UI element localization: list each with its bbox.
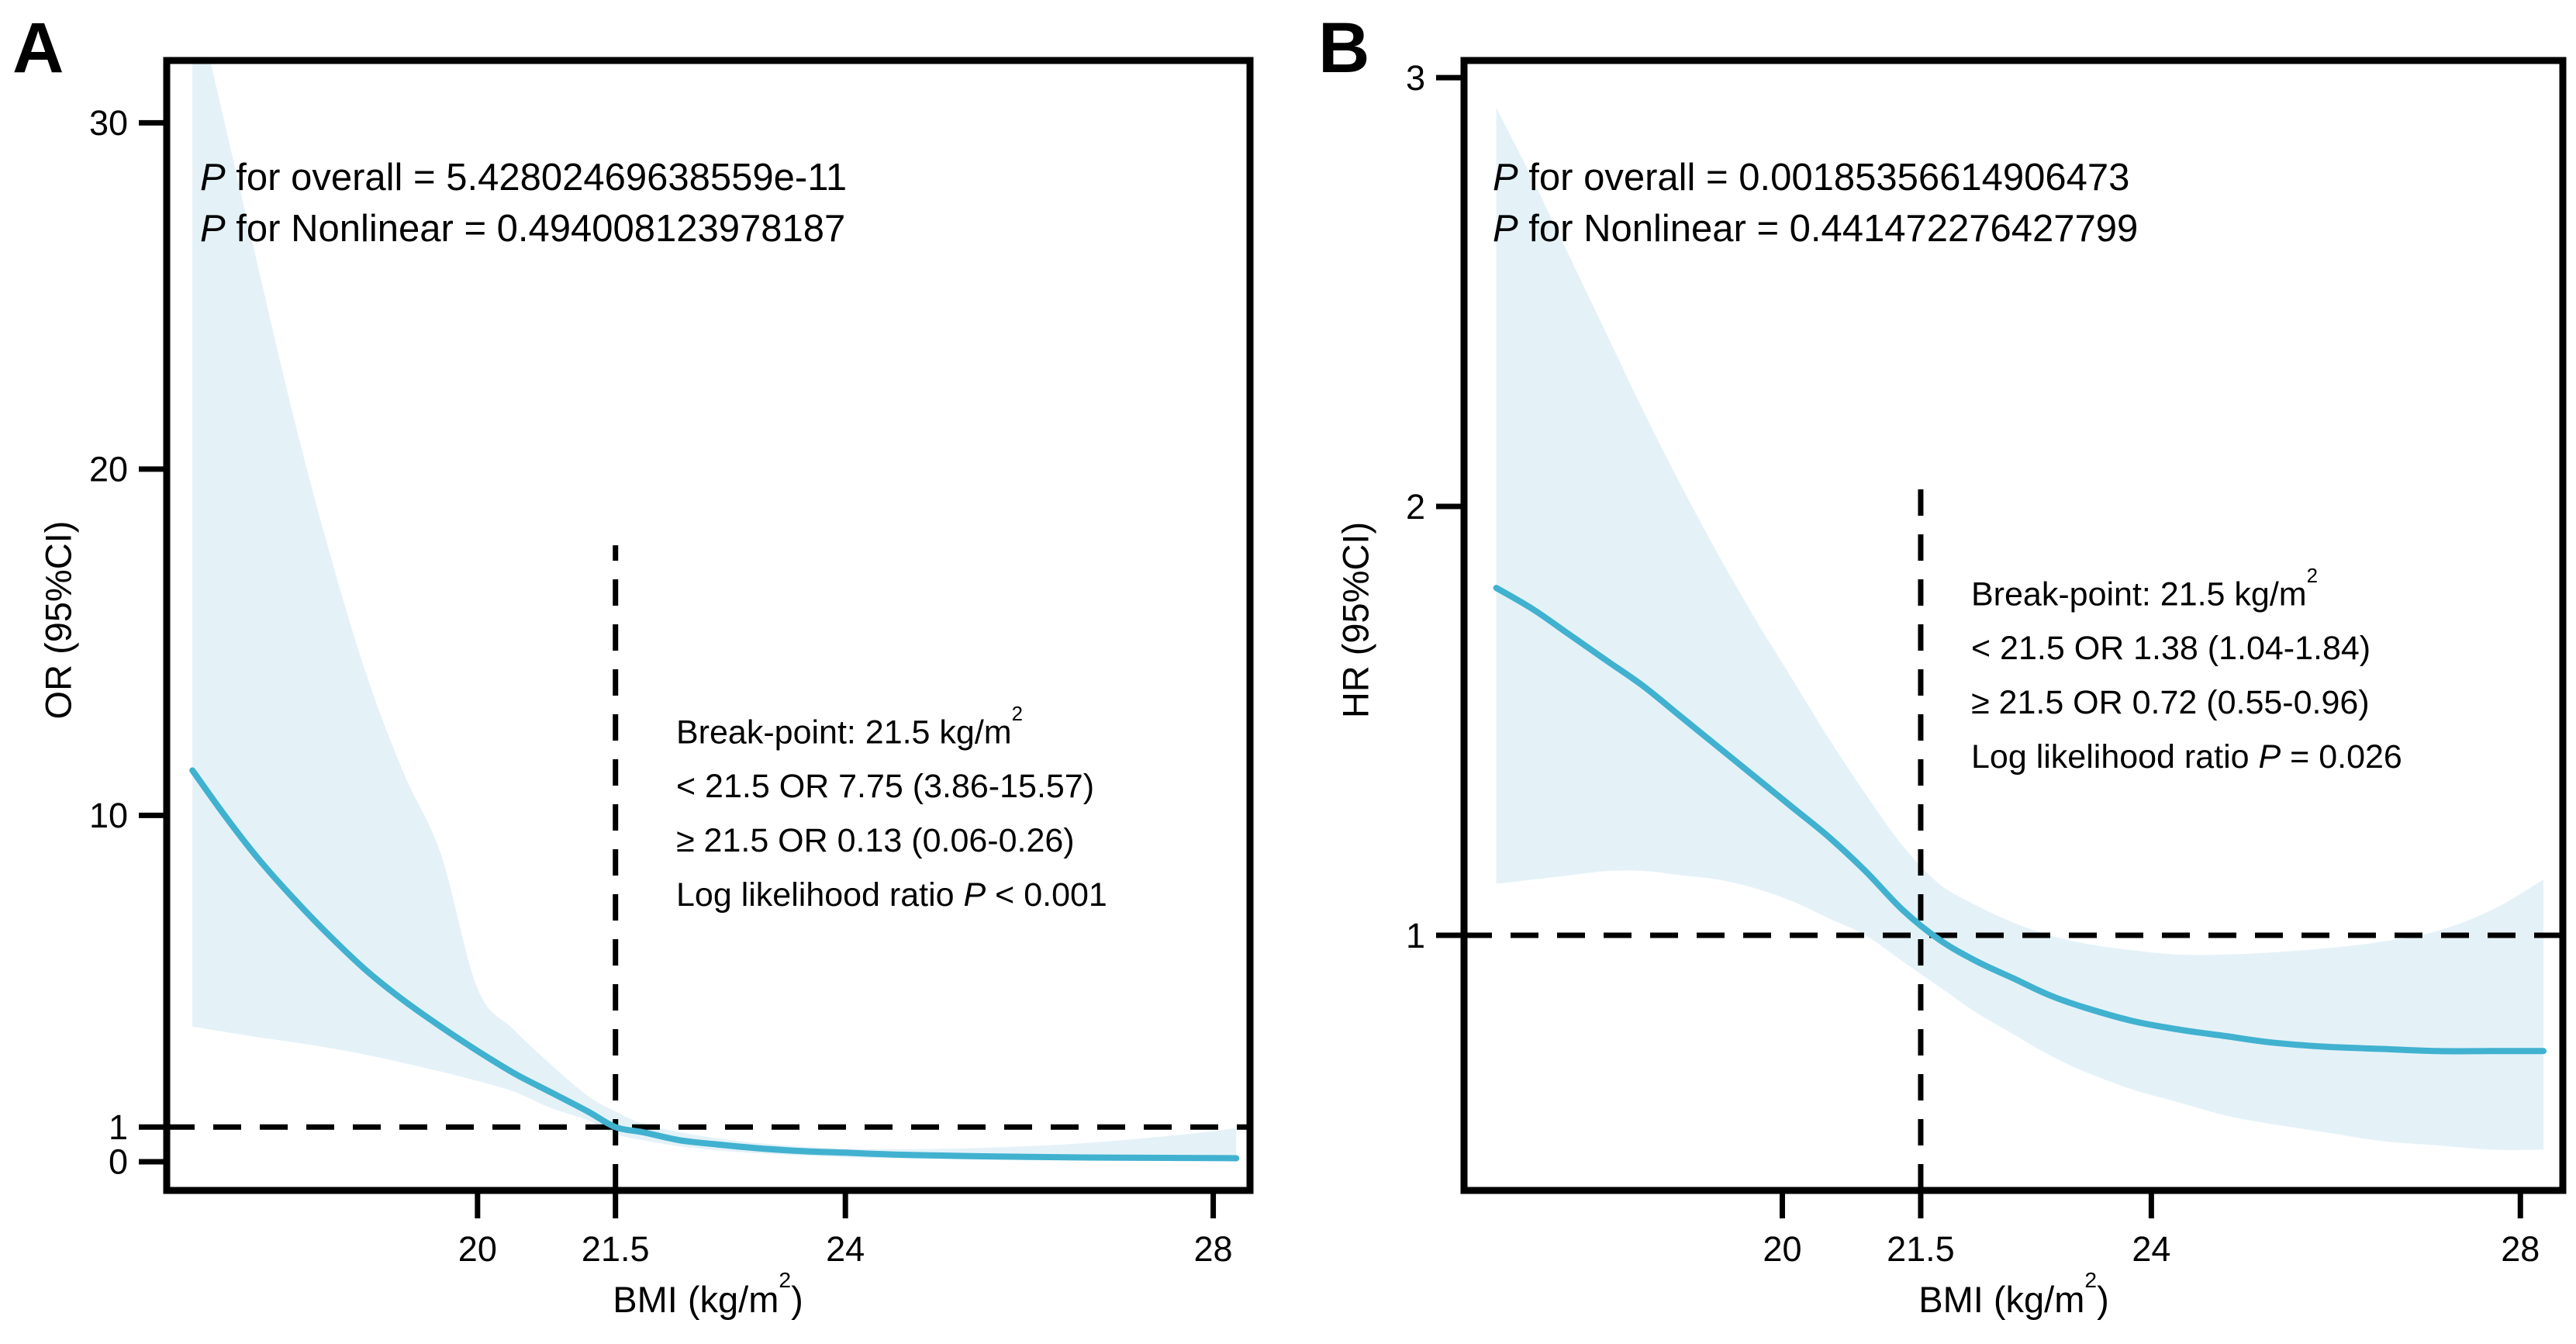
loglik-value: < 0.001 bbox=[986, 876, 1107, 914]
x-tick-label: 21.5 bbox=[582, 1229, 650, 1269]
p-italic-symbol: P bbox=[200, 157, 226, 199]
breakpoint-line: Break-point: 21.5 kg/m2 bbox=[1971, 560, 2402, 621]
loglik-value: = 0.026 bbox=[2281, 738, 2402, 776]
panel-label-a: A bbox=[12, 9, 64, 88]
p-overall-line: P for overall = 5.42802469638559e-11 bbox=[200, 152, 847, 203]
panel-b-plot: 3 2 1 20 21.5 24 28 bbox=[1406, 57, 2567, 1269]
loglik-line: Log likelihood ratio P = 0.026 bbox=[1971, 730, 2402, 784]
loglik-text: Log likelihood ratio bbox=[1971, 738, 2259, 776]
below-breakpoint-line: < 21.5 OR 1.38 (1.04-1.84) bbox=[1971, 630, 2371, 668]
p-italic-symbol: P bbox=[963, 876, 986, 914]
plot-border bbox=[163, 57, 1254, 1194]
y-tick-label: 20 bbox=[89, 450, 128, 489]
p-nonlinear-line: P for Nonlinear = 0.494008123978187 bbox=[200, 203, 847, 254]
x-label-text: BMI (kg/m bbox=[613, 1279, 779, 1320]
above-breakpoint-line: ≥ 21.5 OR 0.13 (0.06-0.26) bbox=[676, 822, 1075, 860]
x-tick-label: 20 bbox=[458, 1229, 497, 1269]
y-tick-label: 2 bbox=[1406, 487, 1425, 527]
x-tick-label: 28 bbox=[2501, 1229, 2540, 1269]
p-italic-symbol: P bbox=[200, 208, 226, 250]
p-italic-symbol: P bbox=[1493, 208, 1518, 250]
x-label-text: BMI (kg/m bbox=[1918, 1279, 2085, 1320]
breakpoint-text: Break-point: 21.5 kg/m bbox=[1971, 575, 2307, 613]
superscript-2: 2 bbox=[779, 1266, 792, 1292]
x-tick-label: 28 bbox=[1194, 1229, 1233, 1269]
p-overall-line: P for overall = 0.00185356614906473 bbox=[1493, 152, 2138, 203]
p-nonlinear-text: for Nonlinear = 0.494008123978187 bbox=[225, 208, 846, 250]
above-breakpoint-line: ≥ 21.5 OR 0.72 (0.55-0.96) bbox=[1971, 684, 2370, 722]
below-breakpoint-line: < 21.5 OR 7.75 (3.86-15.57) bbox=[676, 768, 1095, 806]
panel-a-stats-block: P for overall = 5.42802469638559e-11 P f… bbox=[200, 152, 847, 254]
loglik-line: Log likelihood ratio P < 0.001 bbox=[676, 868, 1107, 922]
panel-a-y-axis-label: OR (95%CI) bbox=[37, 520, 79, 720]
panel-a-x-axis-label: BMI (kg/m2) bbox=[475, 1267, 941, 1321]
loglik-text: Log likelihood ratio bbox=[676, 876, 964, 914]
superscript-2: 2 bbox=[2306, 565, 2318, 587]
superscript-2: 2 bbox=[2084, 1266, 2098, 1292]
panel-a-breakpoint-annotation: Break-point: 21.5 kg/m2 < 21.5 OR 7.75 (… bbox=[676, 698, 1107, 922]
superscript-2: 2 bbox=[1011, 703, 1023, 725]
panel-b-x-axis-label: BMI (kg/m2) bbox=[1781, 1267, 2246, 1321]
y-tick-label: 0 bbox=[109, 1142, 128, 1182]
spline-curve bbox=[189, 767, 1240, 1162]
breakpoint-line: Break-point: 21.5 kg/m2 bbox=[676, 698, 1107, 759]
panel-b-y-axis-label: HR (95%CI) bbox=[1335, 521, 1376, 719]
x-label-close: ) bbox=[2097, 1279, 2109, 1320]
breakpoint-text: Break-point: 21.5 kg/m bbox=[676, 713, 1012, 751]
p-nonlinear-text: for Nonlinear = 0.441472276427799 bbox=[1518, 208, 2139, 250]
y-tick-label: 1 bbox=[1406, 916, 1425, 955]
spline-curve bbox=[1493, 585, 2547, 1055]
p-overall-text: for overall = 0.00185356614906473 bbox=[1518, 157, 2130, 199]
panel-b-stats-block: P for overall = 0.00185356614906473 P fo… bbox=[1493, 152, 2138, 254]
plot-border bbox=[1460, 57, 2567, 1194]
x-tick-label: 20 bbox=[1763, 1229, 1801, 1269]
p-overall-text: for overall = 5.42802469638559e-11 bbox=[225, 157, 848, 199]
panel-label-b: B bbox=[1318, 9, 1370, 88]
p-nonlinear-line: P for Nonlinear = 0.441472276427799 bbox=[1493, 203, 2138, 254]
panel-a-plot: 30 20 10 10 20 21.5 24 28 bbox=[89, 57, 1254, 1269]
p-italic-symbol: P bbox=[1493, 157, 1518, 199]
x-tick-label: 24 bbox=[826, 1229, 865, 1269]
confidence-band bbox=[1496, 107, 2543, 1150]
p-italic-symbol: P bbox=[2258, 738, 2281, 776]
y-tick-label: 30 bbox=[89, 103, 128, 143]
y-tick-label: 1 bbox=[109, 1107, 128, 1147]
y-tick-label: 3 bbox=[1406, 58, 1425, 98]
panel-b-breakpoint-annotation: Break-point: 21.5 kg/m2 < 21.5 OR 1.38 (… bbox=[1971, 560, 2402, 784]
x-label-close: ) bbox=[791, 1279, 803, 1320]
x-tick-label: 24 bbox=[2132, 1229, 2170, 1269]
y-tick-label: 10 bbox=[89, 796, 128, 835]
x-tick-label: 21.5 bbox=[1887, 1229, 1955, 1269]
